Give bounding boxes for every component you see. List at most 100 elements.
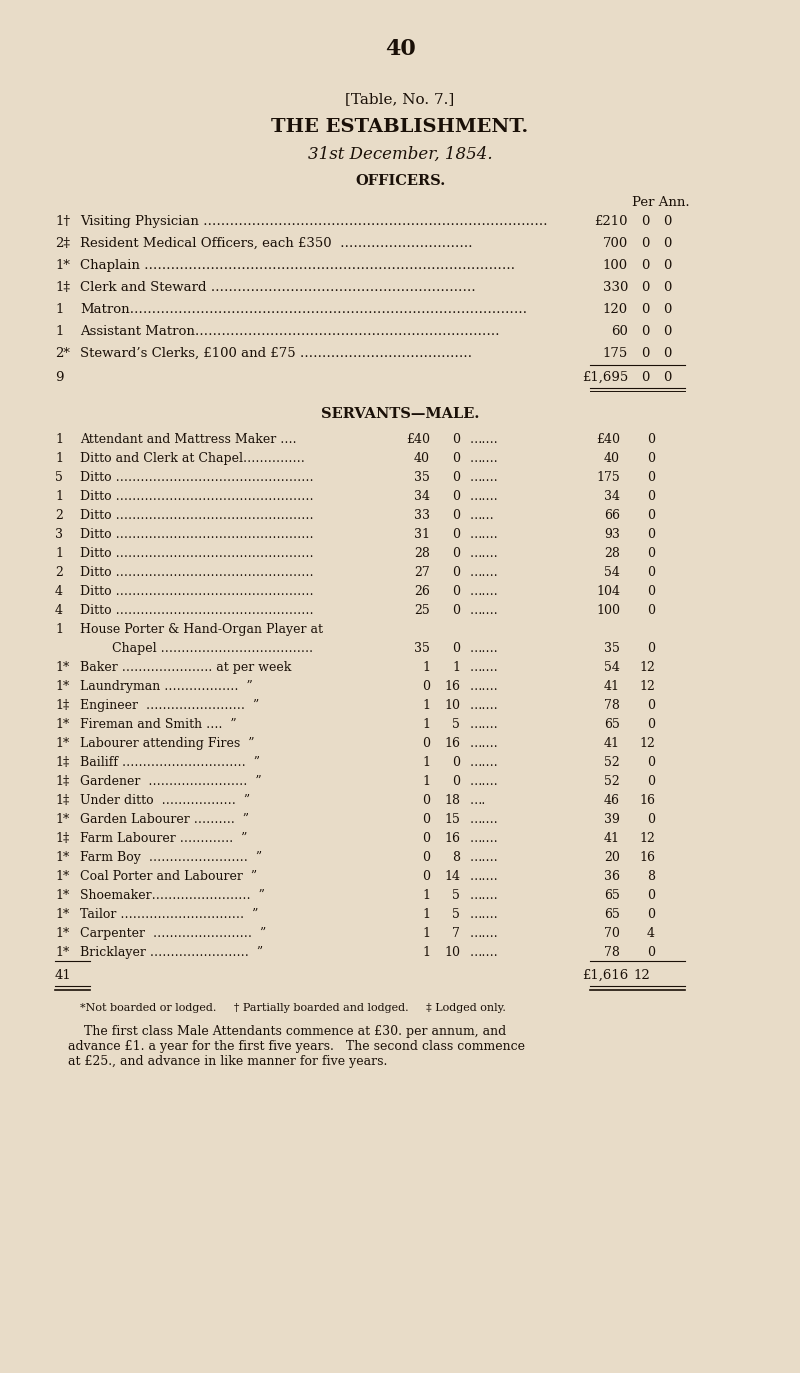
Text: 35: 35: [414, 643, 430, 655]
Text: 104: 104: [596, 585, 620, 599]
Text: 34: 34: [414, 490, 430, 503]
Text: 41: 41: [55, 969, 72, 982]
Text: 0: 0: [642, 325, 650, 338]
Text: £40: £40: [596, 432, 620, 446]
Text: Bricklayer ……………………  ”: Bricklayer …………………… ”: [80, 946, 263, 958]
Text: 2*: 2*: [55, 347, 70, 360]
Text: 1: 1: [422, 946, 430, 958]
Text: 0: 0: [452, 566, 460, 579]
Text: …….: …….: [470, 585, 498, 599]
Text: 2: 2: [55, 509, 63, 522]
Text: 1: 1: [422, 718, 430, 730]
Text: House Porter & Hand-Organ Player at: House Porter & Hand-Organ Player at: [80, 623, 323, 636]
Text: 65: 65: [604, 718, 620, 730]
Text: 65: 65: [604, 888, 620, 902]
Text: 0: 0: [452, 585, 460, 599]
Text: 15: 15: [444, 813, 460, 827]
Text: The first class Male Attendants commence at £30. per annum, and
advance £1. a ye: The first class Male Attendants commence…: [68, 1026, 525, 1068]
Text: Labourer attending Fires  ”: Labourer attending Fires ”: [80, 737, 254, 750]
Text: 5: 5: [452, 718, 460, 730]
Text: Visiting Physician ……………………………………………………………………: Visiting Physician …………………………………………………………: [80, 216, 548, 228]
Text: THE ESTABLISHMENT.: THE ESTABLISHMENT.: [271, 118, 529, 136]
Text: 8: 8: [452, 851, 460, 864]
Text: 0: 0: [647, 908, 655, 921]
Text: 35: 35: [604, 643, 620, 655]
Text: 52: 52: [604, 757, 620, 769]
Text: 0: 0: [642, 259, 650, 272]
Text: 1: 1: [422, 908, 430, 921]
Text: …….: …….: [470, 813, 498, 827]
Text: Clerk and Steward ……………………………………………………: Clerk and Steward ……………………………………………………: [80, 281, 476, 294]
Text: 1: 1: [422, 888, 430, 902]
Text: Ditto …………………………………………: Ditto …………………………………………: [80, 566, 314, 579]
Text: Fireman and Smith ….  ”: Fireman and Smith …. ”: [80, 718, 237, 730]
Text: 0: 0: [647, 432, 655, 446]
Text: 0: 0: [664, 216, 672, 228]
Text: Per Ann.: Per Ann.: [632, 196, 690, 209]
Text: ….: ….: [470, 794, 486, 807]
Text: 78: 78: [604, 699, 620, 713]
Text: 0: 0: [647, 813, 655, 827]
Text: 0: 0: [647, 566, 655, 579]
Text: 2: 2: [55, 566, 63, 579]
Text: 0: 0: [647, 757, 655, 769]
Text: 0: 0: [642, 347, 650, 360]
Text: Bailiff …………………………  ”: Bailiff ………………………… ”: [80, 757, 260, 769]
Text: 0: 0: [642, 371, 650, 384]
Text: Ditto …………………………………………: Ditto …………………………………………: [80, 546, 314, 560]
Text: 78: 78: [604, 946, 620, 958]
Text: 5: 5: [452, 908, 460, 921]
Text: Tailor …………………………  ”: Tailor ………………………… ”: [80, 908, 258, 921]
Text: 20: 20: [604, 851, 620, 864]
Text: 28: 28: [604, 546, 620, 560]
Text: 0: 0: [664, 371, 672, 384]
Text: 39: 39: [604, 813, 620, 827]
Text: …….: …….: [470, 757, 498, 769]
Text: …….: …….: [470, 737, 498, 750]
Text: 16: 16: [639, 851, 655, 864]
Text: 1*: 1*: [55, 870, 70, 883]
Text: 1*: 1*: [55, 813, 70, 827]
Text: 1: 1: [55, 452, 63, 465]
Text: 1: 1: [452, 660, 460, 674]
Text: 0: 0: [664, 238, 672, 250]
Text: 175: 175: [596, 471, 620, 485]
Text: Attendant and Mattress Maker ….: Attendant and Mattress Maker ….: [80, 432, 297, 446]
Text: 70: 70: [604, 927, 620, 941]
Text: 1: 1: [55, 490, 63, 503]
Text: 0: 0: [647, 604, 655, 616]
Text: 175: 175: [602, 347, 628, 360]
Text: £1,616: £1,616: [582, 969, 628, 982]
Text: 1‡: 1‡: [55, 281, 70, 294]
Text: 0: 0: [647, 699, 655, 713]
Text: 9: 9: [55, 371, 63, 384]
Text: Ditto …………………………………………: Ditto …………………………………………: [80, 490, 314, 503]
Text: 100: 100: [596, 604, 620, 616]
Text: 1‡: 1‡: [55, 794, 70, 807]
Text: 0: 0: [647, 718, 655, 730]
Text: 0: 0: [452, 546, 460, 560]
Text: Ditto …………………………………………: Ditto …………………………………………: [80, 604, 314, 616]
Text: 0: 0: [647, 888, 655, 902]
Text: 33: 33: [414, 509, 430, 522]
Text: Chapel ……………………………….: Chapel ……………………………….: [80, 643, 313, 655]
Text: 1*: 1*: [55, 680, 70, 693]
Text: 0: 0: [422, 851, 430, 864]
Text: 8: 8: [647, 870, 655, 883]
Text: 26: 26: [414, 585, 430, 599]
Text: …….: …….: [470, 490, 498, 503]
Text: …….: …….: [470, 832, 498, 844]
Text: 10: 10: [444, 946, 460, 958]
Text: 0: 0: [452, 471, 460, 485]
Text: …….: …….: [470, 471, 498, 485]
Text: 0: 0: [647, 490, 655, 503]
Text: 1*: 1*: [55, 908, 70, 921]
Text: …….: …….: [470, 927, 498, 941]
Text: …….: …….: [470, 946, 498, 958]
Text: 330: 330: [602, 281, 628, 294]
Text: 12: 12: [634, 969, 650, 982]
Text: …….: …….: [470, 643, 498, 655]
Text: 41: 41: [604, 737, 620, 750]
Text: …….: …….: [470, 680, 498, 693]
Text: Coal Porter and Labourer  ”: Coal Porter and Labourer ”: [80, 870, 257, 883]
